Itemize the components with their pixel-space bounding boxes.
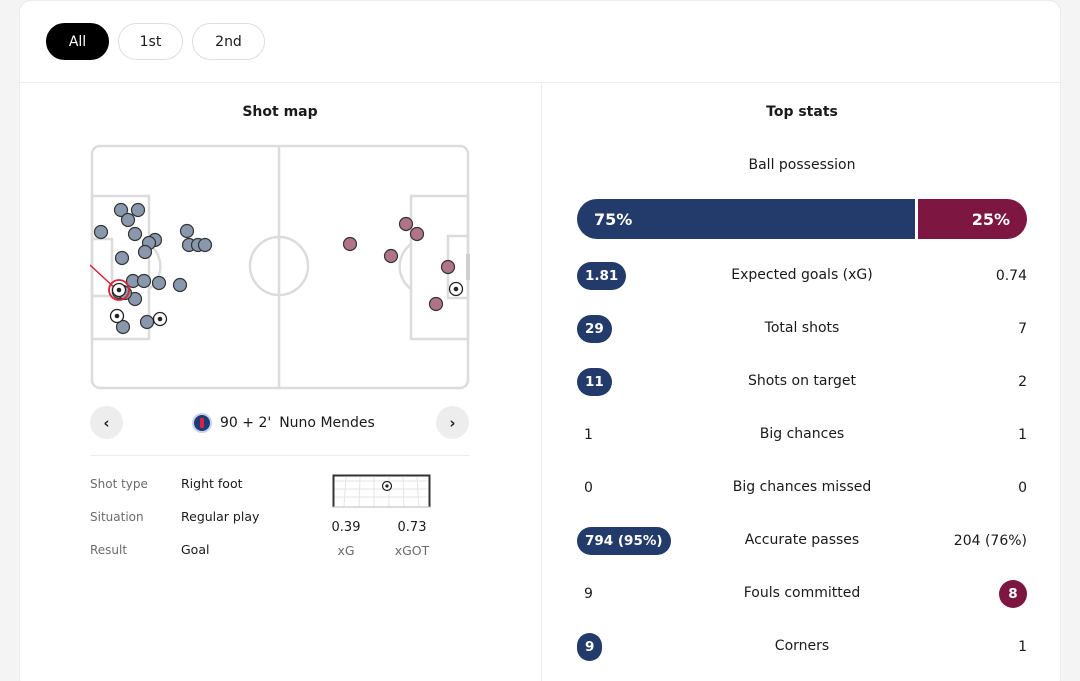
center-circle xyxy=(248,235,310,297)
shot-marker[interactable] xyxy=(172,277,188,293)
stat-row: 11 Shots on target 2 xyxy=(577,367,1027,397)
result-value: Goal xyxy=(181,542,210,557)
header-divider xyxy=(20,82,1060,83)
shot-marker[interactable] xyxy=(383,248,399,264)
goal-frame xyxy=(332,473,431,508)
stat-label: Total shots xyxy=(764,320,840,336)
shot-marker[interactable] xyxy=(93,224,109,240)
xgot-value: 0.73 xyxy=(397,520,427,535)
shot-marker[interactable] xyxy=(130,202,146,218)
selected-shot-caption: 90 + 2' Nuno Mendes xyxy=(192,412,375,434)
stat-away-value: 204 (76%) xyxy=(953,533,1027,549)
stat-label: Expected goals (xG) xyxy=(731,267,873,283)
stat-away-value: 1 xyxy=(1018,639,1027,655)
stat-row: 794 (95%) Accurate passes 204 (76%) xyxy=(577,526,1027,556)
shot-details-divider xyxy=(90,455,470,456)
xgot-label: xGOT xyxy=(394,543,430,558)
stat-away-value: 0.74 xyxy=(995,268,1027,284)
stat-row: 0 Big chances missed 0 xyxy=(577,473,1027,503)
selected-shot-trajectory xyxy=(90,264,118,291)
shot-marker[interactable] xyxy=(127,226,143,242)
right-goal xyxy=(466,254,470,280)
shot-marker[interactable] xyxy=(139,314,155,330)
xg-value: 0.39 xyxy=(331,520,361,535)
shot-marker[interactable] xyxy=(197,237,213,253)
tab-all[interactable]: All xyxy=(46,23,109,60)
stat-home-value: 1 xyxy=(584,427,593,443)
top-stats-title: Top stats xyxy=(766,104,838,120)
situation-value: Regular play xyxy=(181,509,260,524)
shot-marker[interactable] xyxy=(137,244,153,260)
shot-marker[interactable] xyxy=(342,236,358,252)
shot-marker[interactable] xyxy=(428,296,444,312)
stat-label: Accurate passes xyxy=(744,532,860,548)
shot-map-pitch[interactable] xyxy=(90,144,470,390)
shot-marker[interactable] xyxy=(409,226,425,242)
column-divider xyxy=(541,83,542,681)
shot-marker[interactable] xyxy=(179,223,195,239)
stat-away-value: 0 xyxy=(1018,480,1027,496)
match-stats-card: All 1st 2nd Shot map ‹ › 90 + 2' xyxy=(19,0,1061,681)
stat-label: Corners xyxy=(774,638,830,654)
stat-row: 9 Fouls committed 8 xyxy=(577,579,1027,609)
tab-2nd[interactable]: 2nd xyxy=(192,23,265,60)
stat-home-value: 0 xyxy=(584,480,593,496)
stat-label: Shots on target xyxy=(747,373,856,389)
stat-home-value: 9 xyxy=(584,586,593,602)
stat-home-value: 9 xyxy=(577,633,603,661)
stat-label: Fouls committed xyxy=(743,585,861,601)
stat-row: 9 Corners 1 xyxy=(577,632,1027,662)
psg-crest-icon xyxy=(192,413,212,433)
period-tabs: All 1st 2nd xyxy=(46,23,265,60)
shot-marker[interactable] xyxy=(151,275,167,291)
stat-home-value: 29 xyxy=(577,315,612,343)
shot-marker[interactable] xyxy=(136,273,152,289)
chevron-right-icon: › xyxy=(449,413,456,432)
pitch-svg xyxy=(90,144,470,390)
shot-minute: 90 + 2' xyxy=(220,415,272,431)
shot-marker[interactable] xyxy=(398,216,414,232)
stat-row: 1 Big chances 1 xyxy=(577,420,1027,450)
stat-home-value: 11 xyxy=(577,368,612,396)
stat-row: 1.81 Expected goals (xG) 0.74 xyxy=(577,261,1027,291)
next-shot-button[interactable]: › xyxy=(436,406,469,439)
possession-home: 75% xyxy=(577,199,915,239)
situation-label: Situation xyxy=(90,510,144,524)
stat-home-value: 794 (95%) xyxy=(577,527,671,555)
stat-away-value: 2 xyxy=(1018,374,1027,390)
possession-label: Ball possession xyxy=(748,157,856,173)
stat-away-value: 7 xyxy=(1018,321,1027,337)
shot-marker[interactable] xyxy=(440,259,456,275)
stat-label: Big chances missed xyxy=(732,479,872,495)
shot-marker[interactable] xyxy=(120,212,136,228)
possession-bar: 75% 25% xyxy=(577,199,1027,239)
stat-away-value: 1 xyxy=(1018,427,1027,443)
shot-map-title: Shot map xyxy=(242,104,318,120)
shot-marker[interactable] xyxy=(114,250,130,266)
result-label: Result xyxy=(90,543,128,557)
possession-away: 25% xyxy=(917,199,1027,239)
shot-marker[interactable] xyxy=(113,202,129,218)
stat-home-value: 1.81 xyxy=(577,262,627,290)
chevron-left-icon: ‹ xyxy=(103,413,110,432)
selected-shot-ring xyxy=(108,279,130,301)
right-penalty-arc xyxy=(398,242,412,291)
shot-type-value: Right foot xyxy=(181,476,243,491)
shot-marker[interactable] xyxy=(115,319,131,335)
right-penalty-box xyxy=(409,194,470,341)
stat-label: Big chances xyxy=(759,426,845,442)
stat-away-value: 8 xyxy=(999,580,1027,608)
xg-label: xG xyxy=(337,543,355,558)
shot-type-label: Shot type xyxy=(90,477,148,491)
goal-frame-svg xyxy=(332,474,431,508)
stat-row: 29 Total shots 7 xyxy=(577,314,1027,344)
tab-1st[interactable]: 1st xyxy=(118,23,183,60)
shot-player: Nuno Mendes xyxy=(279,415,375,431)
previous-shot-button[interactable]: ‹ xyxy=(90,406,123,439)
